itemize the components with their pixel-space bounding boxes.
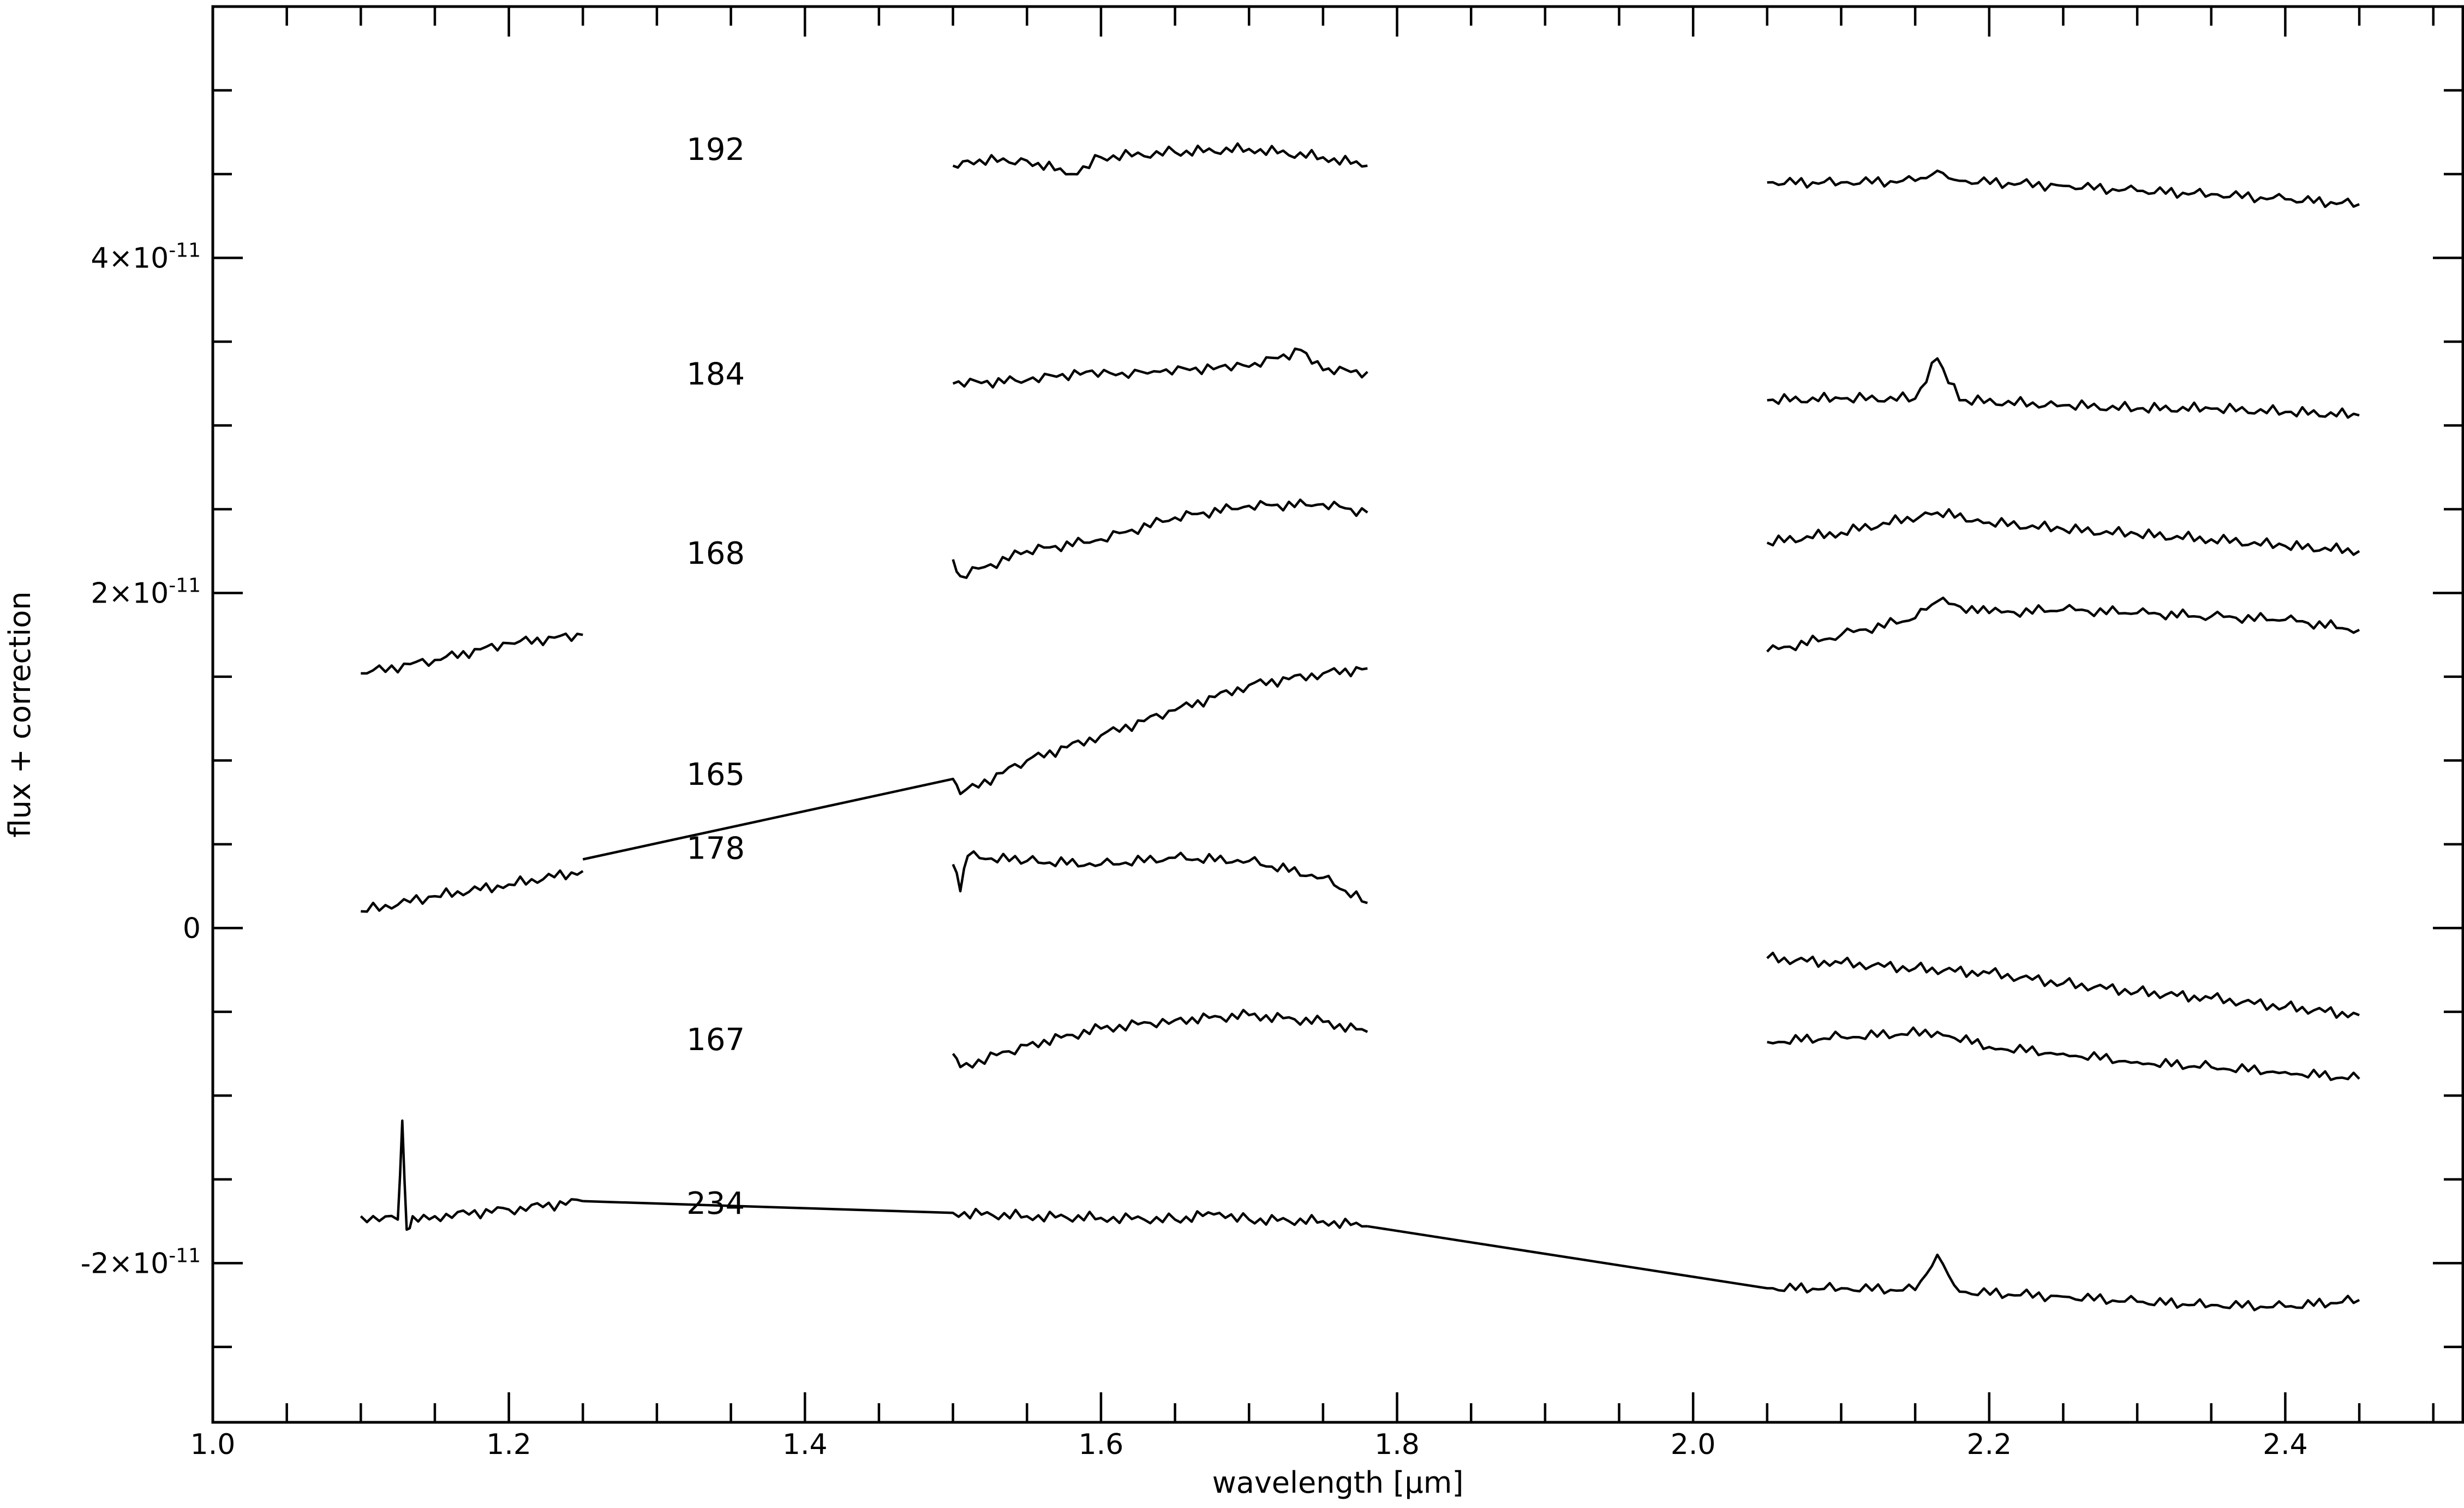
y-tick-label: 0: [183, 912, 201, 945]
series-168-line: [1766, 508, 2360, 556]
y-tick-label: 4×10-11: [91, 239, 201, 275]
x-tick-label: 1.4: [782, 1428, 828, 1461]
axis-ticks: [211, 5, 2463, 1422]
series-192-line: [1767, 169, 2360, 208]
series-labels: 192 184 168 165 178 167 234: [686, 132, 745, 1221]
x-tick-label: 1.0: [190, 1428, 236, 1461]
series-165-label: 165: [686, 757, 745, 792]
x-tick-label: 1.2: [486, 1428, 531, 1461]
series-178-label: 178: [686, 831, 745, 867]
x-tick-label: 2.0: [1671, 1428, 1716, 1461]
series-184-line: [952, 347, 1368, 389]
y-axis-label: flux + correction: [3, 591, 37, 837]
series-184-label: 184: [686, 356, 745, 392]
x-tick-label: 1.8: [1374, 1428, 1420, 1461]
series-192-line: [952, 142, 1368, 176]
x-tick-label: 2.4: [2263, 1428, 2308, 1461]
y-tick-label: -2×10-11: [81, 1244, 201, 1280]
series-234-label: 234: [686, 1186, 745, 1221]
series-168-label: 168: [686, 536, 745, 571]
series-165-line: [361, 869, 584, 913]
x-tick-label: 1.6: [1079, 1428, 1124, 1461]
series-234-line: [583, 1200, 1368, 1229]
series-234-line: [1367, 1225, 2360, 1312]
y-tick-label: 2×10-11: [91, 574, 201, 610]
tick-labels: 1.0 1.2 1.4 1.6 1.8 2.0 2.2 2.4 4×10-11 2×10-11 0 -…: [81, 239, 2308, 1461]
series-168-line: [361, 632, 583, 675]
x-axis-label: wavelength [μm]: [1212, 1465, 1464, 1500]
series-192-label: 192: [686, 132, 745, 168]
series-234-line: [360, 1119, 583, 1231]
series-167-line: [1767, 1026, 2360, 1081]
series-167-line: [952, 1009, 1368, 1069]
series-167-label: 167: [686, 1022, 745, 1058]
series-184-line: [1767, 357, 2360, 419]
series-165-line: [1766, 597, 2360, 653]
series-178-line: [1766, 951, 2360, 1019]
plot-frame: [211, 5, 2464, 1424]
series-group: [360, 142, 2360, 1312]
series-168-line: [952, 498, 1368, 579]
series-165-line: [582, 666, 1368, 861]
series-178-line: [952, 850, 1368, 904]
x-tick-label: 2.2: [1966, 1428, 2012, 1461]
